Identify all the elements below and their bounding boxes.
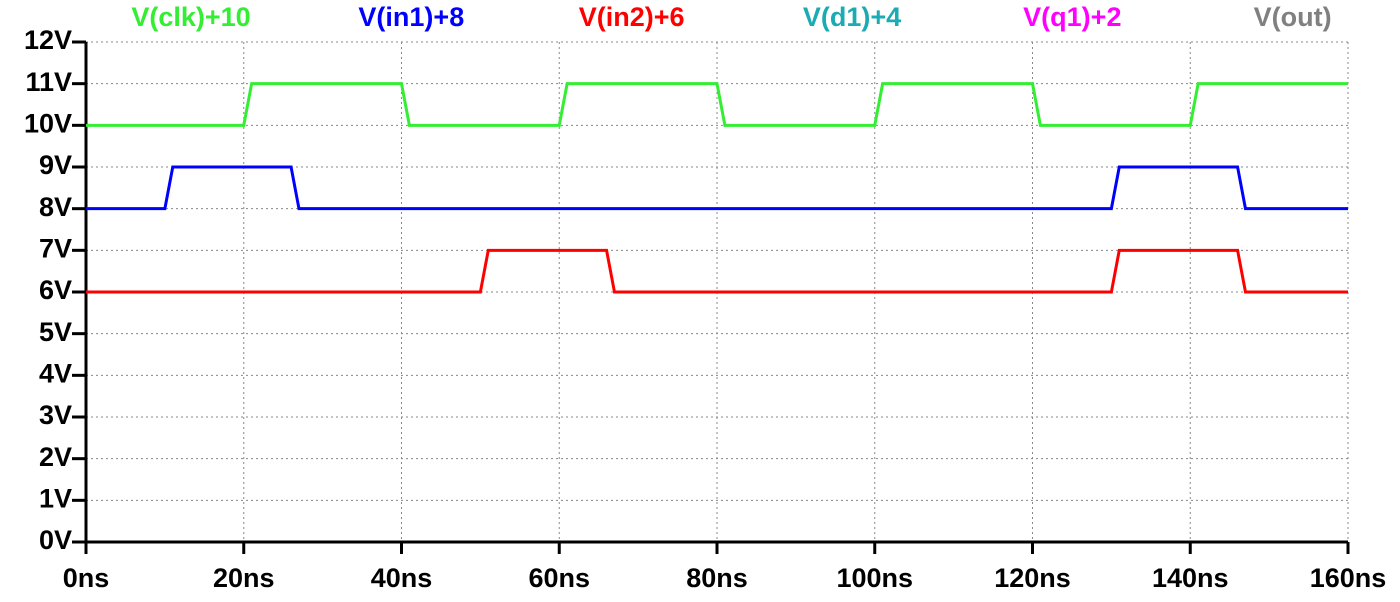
legend-label: V(in1)+8 [358,2,464,32]
x-tick-label: 20ns [213,563,275,593]
x-tick-label: 120ns [994,563,1071,593]
x-tick-label: 80ns [686,563,748,593]
y-tick-label: 1V [39,483,72,513]
y-tick-label: 4V [39,358,72,388]
legend-label: V(d1)+4 [803,2,901,32]
x-tick-label: 40ns [371,563,433,593]
y-tick-label: 7V [39,233,72,263]
series-line [86,248,1348,294]
y-tick-label: 9V [39,150,72,180]
y-tick-label: 11V [25,67,72,97]
series-line [86,165,1348,211]
x-tick-label: 60ns [528,563,590,593]
y-tick-label: 0V [39,525,72,555]
x-tick-label: 0ns [63,563,110,593]
y-tick-label: 3V [39,400,72,430]
y-tick-label: 6V [39,275,72,305]
legend-label: V(q1)+2 [1023,2,1121,32]
y-tick-label: 12V [24,25,72,55]
x-tick-label: 160ns [1310,563,1387,593]
series-line [86,82,1348,127]
legend-label: V(in2)+6 [579,2,685,32]
y-tick-label: 5V [39,317,72,347]
y-tick-label: 8V [39,192,72,222]
y-tick-label: 10V [24,108,72,138]
x-tick-label: 140ns [1152,563,1229,593]
x-tick-label: 100ns [836,563,913,593]
legend-label: V(clk)+10 [131,2,250,32]
y-tick-label: 2V [39,442,72,472]
legend-label: V(out) [1254,2,1332,32]
